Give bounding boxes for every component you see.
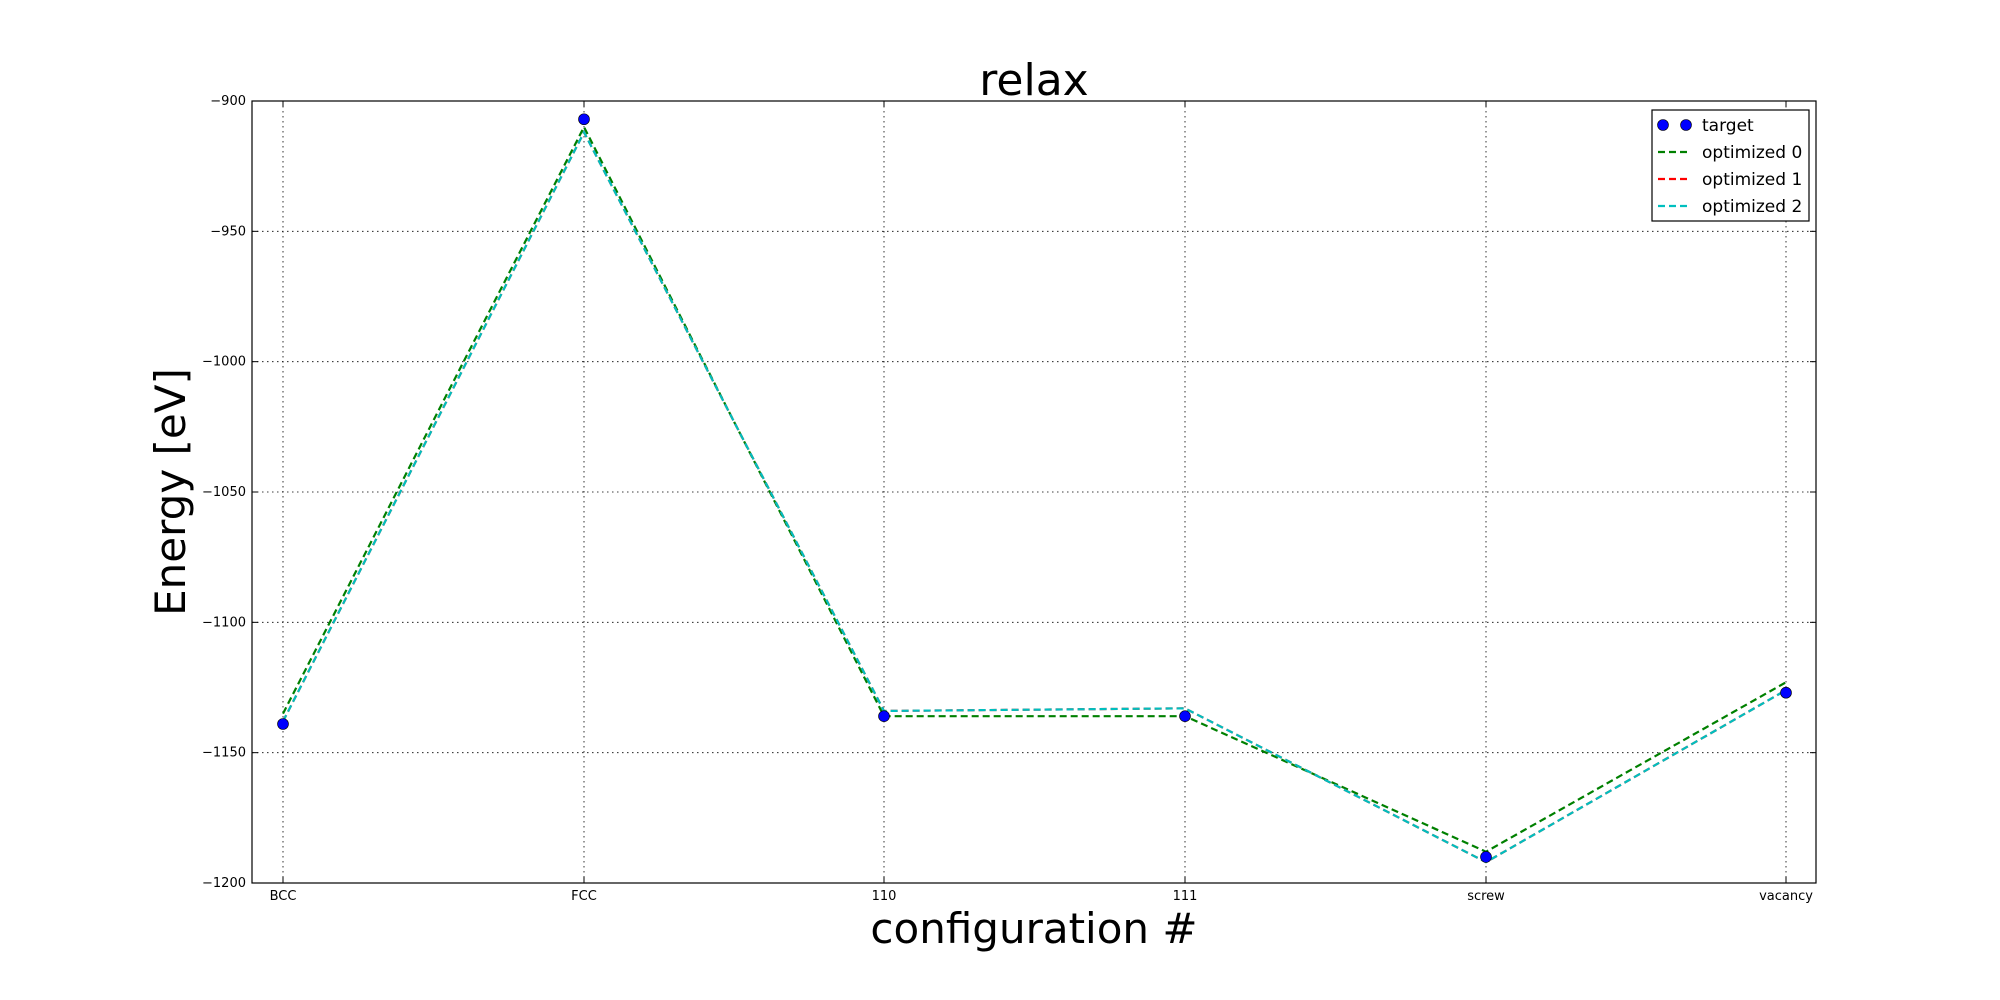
series-target-point — [1480, 851, 1492, 863]
x-tick-label: BCC — [270, 889, 297, 904]
y-tick-label: −1050 — [202, 485, 246, 500]
y-tick-label: −1000 — [202, 355, 246, 370]
y-axis-label: Energy [eV] — [146, 368, 195, 616]
x-tick-label: 111 — [1173, 889, 1198, 904]
legend: target optimized 0 optimized 1 optimized 2 — [1651, 109, 1810, 222]
legend-label-optimized-2: optimized 2 — [1702, 197, 1802, 217]
y-tick-label: −900 — [210, 94, 246, 109]
legend-label-optimized-1: optimized 1 — [1702, 170, 1802, 190]
x-tick-label: vacancy — [1759, 889, 1813, 904]
y-tick-label: −1150 — [202, 746, 246, 761]
legend-marker-target — [1657, 119, 1669, 131]
legend-frame — [1651, 109, 1810, 222]
legend-label-optimized-0: optimized 0 — [1702, 143, 1802, 163]
y-tick-label: −1200 — [202, 876, 246, 891]
legend-marker-target — [1680, 119, 1692, 131]
series-target-point — [1780, 686, 1792, 699]
ticks: −900 −950 −1000 −1050 −1100 −1150 −1200 BCC FCC 1… — [202, 94, 1816, 904]
y-tick-label: −950 — [210, 224, 246, 239]
series-target-point — [578, 113, 590, 126]
x-tick-label: FCC — [571, 889, 597, 904]
legend-items: target optimized 0 optimized 1 optimized 2 — [1657, 116, 1802, 217]
x-axis-label: configuration # — [870, 904, 1197, 953]
chart-title: relax — [979, 55, 1088, 106]
series-target-point — [1179, 710, 1191, 722]
series-optimized-2-line — [282, 129, 1787, 864]
x-tick-label: 110 — [872, 889, 897, 904]
legend-label-target: target — [1702, 116, 1754, 136]
x-tick-label: screw — [1467, 889, 1505, 904]
series-optimized-0-line — [282, 124, 1787, 853]
series-target-point — [878, 710, 890, 722]
series-layer — [277, 113, 1792, 864]
series-target-point — [277, 718, 289, 730]
y-tick-label: −1100 — [202, 615, 246, 630]
